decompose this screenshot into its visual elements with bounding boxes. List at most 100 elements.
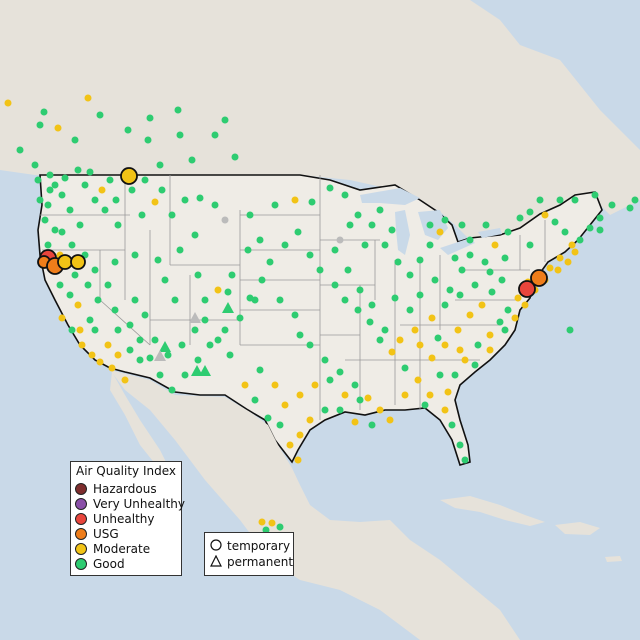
moderate-marker [214,286,222,294]
good-marker [321,406,329,414]
moderate-marker [296,431,304,439]
good-marker [246,211,254,219]
good-marker [154,256,162,264]
good-marker [576,236,584,244]
good-marker [566,326,574,334]
good-marker [341,191,349,199]
legend-item-very-unhealthy: Very Unhealthy [75,497,185,511]
good-marker [128,186,136,194]
legend-label-moderate: Moderate [93,542,151,556]
good-marker [156,161,164,169]
good-marker [156,371,164,379]
good-marker [188,156,196,164]
good-marker [306,251,314,259]
good-marker [501,254,509,262]
permanent-monitor-marker [191,365,203,376]
good-marker [368,421,376,429]
good-marker [406,306,414,314]
good-marker [168,211,176,219]
good-marker [81,181,89,189]
good-marker [66,206,74,214]
moderate-marker [364,394,372,402]
moderate-marker [108,364,116,372]
legend-label-hazardous: Hazardous [93,482,157,496]
cuba-land [440,496,545,526]
good-marker [276,523,284,531]
good-marker [44,201,52,209]
legend-label-usg: USG [93,527,119,541]
good-marker [316,266,324,274]
good-marker [458,221,466,229]
good-marker [471,281,479,289]
good-marker [181,371,189,379]
good-marker [368,301,376,309]
good-marker [266,258,274,266]
good-marker [126,346,134,354]
puerto-rico-land [605,556,622,562]
good-marker [262,526,270,534]
moderate-marker [414,376,422,384]
good-marker [308,198,316,206]
good-marker [516,214,524,222]
good-marker [176,246,184,254]
good-marker [106,176,114,184]
moderate-marker [351,418,359,426]
good-marker [326,184,334,192]
good-marker [41,216,49,224]
moderate-marker [104,341,112,349]
moderate-marker [486,331,494,339]
legend-item-temporary: temporary [209,538,290,553]
good-marker [36,196,44,204]
moderate-marker [74,301,82,309]
moderate-marker [376,406,384,414]
moderate-marker [306,416,314,424]
good-marker [498,276,506,284]
aqi-legend: Air Quality Index Hazardous Very Unhealt… [70,461,185,576]
good-marker [46,171,54,179]
good-marker [296,331,304,339]
good-marker [71,136,79,144]
good-marker [112,196,120,204]
good-marker [271,201,279,209]
good-marker [351,381,359,389]
moderate-marker [241,381,249,389]
moderate-marker [444,388,452,396]
good-marker [151,336,159,344]
highlighted-monitor-marker [57,254,73,270]
moderate-marker [88,351,96,359]
good-marker [201,316,209,324]
good-marker [136,356,144,364]
good-marker [336,406,344,414]
good-marker [596,226,604,234]
good-marker [466,251,474,259]
legend-item-usg: USG [75,527,119,541]
permanent-monitor-marker [222,302,234,313]
moderate-swatch [75,543,87,555]
moderate-marker [441,341,449,349]
good-marker [481,258,489,266]
good-marker [426,241,434,249]
good-marker [608,201,616,209]
good-marker [551,218,559,226]
good-marker [631,196,639,204]
baja-land [110,372,170,470]
triangle-icon [209,554,223,570]
good-marker [458,266,466,274]
good-marker [526,208,534,216]
good-marker [51,226,59,234]
good-marker [331,246,339,254]
legend-label-permanent: permanent [227,555,294,569]
good-marker [294,228,302,236]
good-marker [131,251,139,259]
good-marker [131,296,139,304]
moderate-marker [426,391,434,399]
good-marker [226,351,234,359]
legend-label-good: Good [93,557,125,571]
moderate-marker [388,348,396,356]
good-marker [211,201,219,209]
moderate-marker [84,94,92,102]
good-marker [571,196,579,204]
good-marker [401,364,409,372]
moderate-marker [386,416,394,424]
good-marker [61,174,69,182]
